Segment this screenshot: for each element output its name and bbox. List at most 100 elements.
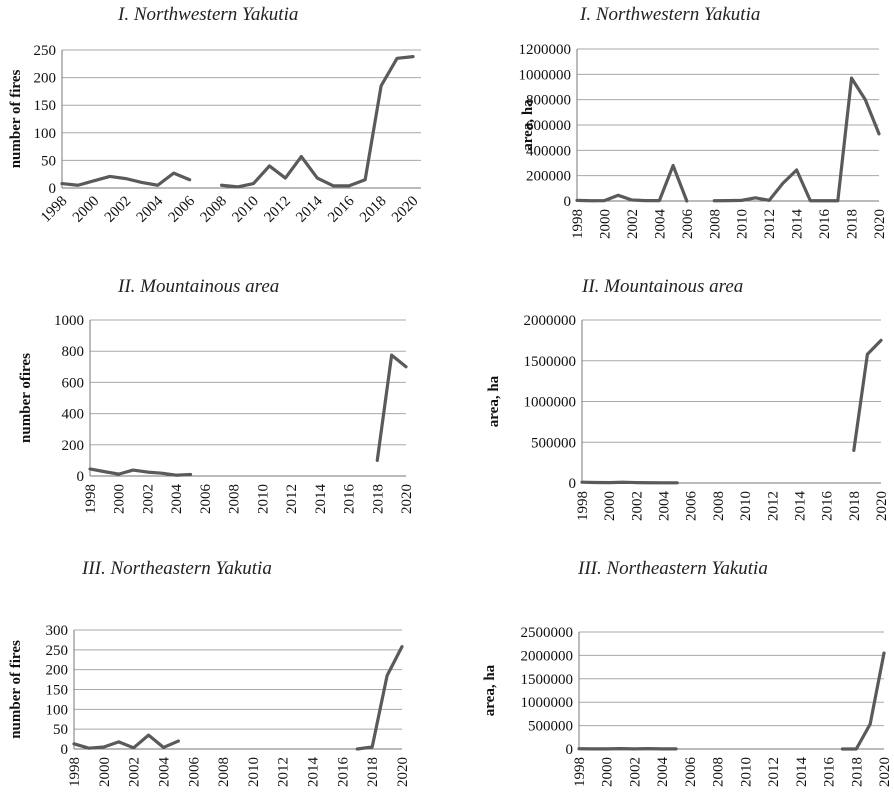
x-tick-label: 2006 — [186, 757, 202, 788]
x-tick-label: 2016 — [817, 209, 833, 240]
y-tick-label: 200 — [62, 438, 85, 454]
series-line — [222, 57, 413, 187]
x-tick-label: 2006 — [684, 491, 700, 522]
chart-svg: 0200000400000600000800000100000012000001… — [450, 0, 894, 270]
series-line — [357, 647, 402, 749]
y-tick-label: 600 — [62, 375, 85, 391]
x-tick-label: 2008 — [711, 491, 727, 521]
y-tick-label: 0 — [566, 742, 574, 758]
y-tick-label: 1000000 — [519, 67, 572, 83]
x-tick-label: 2002 — [627, 757, 643, 787]
x-tick-label: 2020 — [872, 209, 888, 239]
x-tick-label: 1998 — [575, 491, 591, 521]
y-tick-label: 1500000 — [521, 672, 574, 688]
x-tick-label: 2012 — [765, 491, 781, 521]
x-tick-label: 2006 — [166, 193, 199, 226]
x-tick-label: 2008 — [227, 484, 243, 514]
x-tick-label: 2014 — [306, 757, 322, 788]
x-tick-label: 2018 — [845, 209, 861, 239]
x-tick-label: 2016 — [342, 484, 358, 515]
y-tick-label: 50 — [53, 722, 68, 738]
x-tick-label: 2020 — [877, 757, 893, 787]
x-tick-label: 1998 — [38, 193, 71, 226]
x-tick-label: 2020 — [395, 757, 411, 787]
x-tick-label: 2020 — [389, 193, 422, 226]
y-tick-label: 200 — [46, 663, 69, 679]
x-tick-label: 2012 — [276, 757, 292, 787]
x-tick-label: 2008 — [707, 209, 723, 239]
series-line — [62, 173, 190, 185]
x-tick-label: 2014 — [794, 757, 810, 788]
x-tick-label: 2010 — [229, 193, 262, 226]
x-tick-label: 2002 — [127, 757, 143, 787]
x-tick-label: 2010 — [735, 209, 751, 239]
x-tick-label: 2012 — [261, 193, 294, 226]
chart-title: III. Northeastern Yakutia — [82, 558, 272, 580]
chart-title: I. Northwestern Yakutia — [118, 4, 298, 26]
x-tick-label: 2018 — [847, 491, 863, 521]
x-tick-label: 2010 — [246, 757, 262, 787]
x-tick-label: 2018 — [849, 757, 865, 787]
y-tick-label: 2000000 — [524, 313, 577, 329]
y-tick-label: 0 — [569, 476, 577, 492]
x-tick-label: 2018 — [357, 193, 390, 226]
y-tick-label: 1000000 — [521, 695, 574, 711]
x-tick-label: 2008 — [198, 193, 231, 226]
x-tick-label: 2000 — [97, 757, 113, 787]
x-tick-label: 2008 — [216, 757, 232, 787]
x-tick-label: 2004 — [134, 193, 167, 226]
x-tick-label: 2018 — [370, 484, 386, 514]
x-tick-label: 2004 — [652, 209, 668, 240]
x-tick-label: 1998 — [83, 484, 99, 514]
y-tick-label: 500000 — [528, 719, 573, 735]
chart-title: II. Mountainous area — [118, 276, 279, 298]
y-tick-label: 1000 — [54, 313, 84, 329]
y-tick-label: 250 — [46, 643, 69, 659]
y-tick-label: 800 — [62, 344, 85, 360]
x-tick-label: 2016 — [822, 757, 838, 788]
x-tick-label: 2004 — [655, 757, 671, 788]
x-tick-label: 1998 — [67, 757, 83, 787]
y-tick-label: 150 — [46, 683, 69, 699]
x-tick-label: 2002 — [102, 193, 135, 226]
x-tick-label: 2016 — [820, 491, 836, 522]
x-tick-label: 2000 — [600, 757, 616, 787]
series-line — [90, 469, 191, 475]
x-tick-label: 2000 — [597, 209, 613, 239]
y-tick-label: 100 — [46, 702, 69, 718]
y-axis-label: number of fires — [8, 70, 24, 169]
y-tick-label: 0 — [49, 181, 57, 197]
x-tick-label: 2018 — [365, 757, 381, 787]
y-tick-label: 2000000 — [521, 648, 574, 664]
x-tick-label: 2002 — [625, 209, 641, 239]
series-line — [714, 78, 879, 201]
x-tick-label: 2012 — [762, 209, 778, 239]
x-tick-label: 2006 — [680, 209, 696, 240]
x-tick-label: 2016 — [335, 757, 351, 788]
y-tick-label: 1500000 — [524, 354, 577, 370]
chart-title: III. Northeastern Yakutia — [578, 558, 768, 580]
x-tick-label: 2014 — [293, 193, 326, 226]
y-tick-label: 50 — [41, 153, 56, 169]
x-tick-label: 2012 — [284, 484, 300, 514]
x-tick-label: 2012 — [766, 757, 782, 787]
x-tick-label: 2010 — [738, 757, 754, 787]
x-tick-label: 1998 — [572, 757, 588, 787]
series-line — [577, 166, 687, 201]
series-line — [854, 340, 881, 450]
y-tick-label: 200000 — [526, 169, 571, 185]
x-tick-label: 2006 — [683, 757, 699, 788]
y-axis-label: area, ha — [520, 99, 536, 151]
x-tick-label: 2000 — [70, 193, 103, 226]
x-tick-label: 2008 — [711, 757, 727, 787]
series-line — [842, 653, 884, 749]
x-tick-label: 2002 — [140, 484, 156, 514]
series-line — [582, 482, 677, 483]
x-tick-label: 2014 — [313, 484, 329, 515]
y-tick-label: 250 — [34, 43, 57, 59]
